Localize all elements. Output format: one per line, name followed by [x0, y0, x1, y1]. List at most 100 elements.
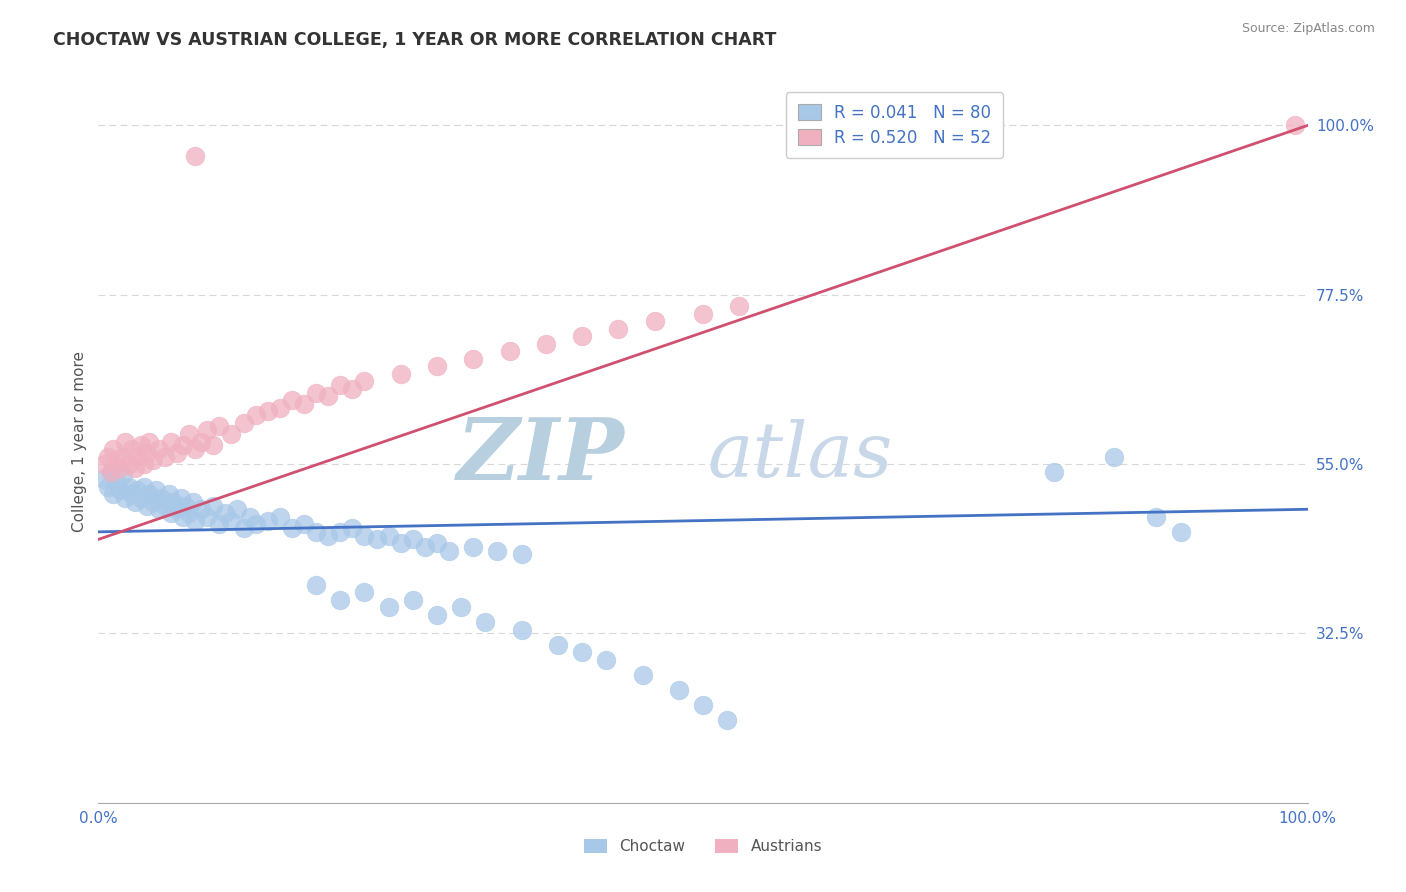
- Point: [510, 548, 533, 562]
- Point: [190, 502, 212, 516]
- Point: [105, 453, 128, 467]
- Point: [1146, 509, 1168, 524]
- Point: [184, 148, 207, 162]
- Point: [160, 434, 183, 449]
- Point: [179, 506, 201, 520]
- Point: [256, 404, 278, 418]
- Point: [474, 615, 496, 630]
- Point: [129, 438, 152, 452]
- Point: [631, 668, 654, 682]
- Point: [142, 453, 165, 467]
- Point: [329, 524, 352, 539]
- Point: [108, 461, 131, 475]
- Point: [607, 321, 630, 335]
- Point: [135, 499, 157, 513]
- Point: [195, 509, 218, 524]
- Point: [160, 506, 183, 520]
- Point: [353, 375, 375, 389]
- Point: [118, 480, 141, 494]
- Point: [353, 528, 375, 542]
- Point: [166, 446, 188, 460]
- Point: [153, 450, 176, 464]
- Point: [181, 494, 204, 508]
- Point: [426, 536, 449, 550]
- Point: [179, 427, 201, 442]
- Point: [114, 491, 136, 505]
- Point: [450, 600, 472, 615]
- Point: [150, 491, 173, 505]
- Point: [305, 577, 328, 591]
- Point: [184, 442, 207, 456]
- Point: [93, 457, 115, 471]
- Y-axis label: College, 1 year or more: College, 1 year or more: [72, 351, 87, 532]
- Point: [100, 465, 122, 479]
- Point: [256, 514, 278, 528]
- Point: [134, 480, 156, 494]
- Point: [728, 299, 751, 313]
- Point: [148, 502, 170, 516]
- Point: [138, 487, 160, 501]
- Point: [121, 442, 143, 456]
- Point: [389, 367, 412, 381]
- Point: [208, 517, 231, 532]
- Point: [221, 514, 243, 528]
- Point: [135, 446, 157, 460]
- Text: ZIP: ZIP: [457, 414, 624, 498]
- Point: [184, 514, 207, 528]
- Point: [1102, 450, 1125, 464]
- Point: [329, 592, 352, 607]
- Point: [100, 465, 122, 479]
- Point: [377, 528, 399, 542]
- Point: [195, 423, 218, 437]
- Point: [134, 457, 156, 471]
- Point: [571, 329, 593, 343]
- Point: [114, 434, 136, 449]
- Point: [292, 397, 315, 411]
- Point: [162, 494, 184, 508]
- Point: [329, 378, 352, 392]
- Point: [353, 585, 375, 599]
- Point: [389, 536, 412, 550]
- Point: [377, 600, 399, 615]
- Point: [111, 450, 134, 464]
- Point: [547, 638, 569, 652]
- Point: [281, 393, 304, 408]
- Point: [169, 491, 191, 505]
- Point: [101, 487, 124, 501]
- Point: [232, 521, 254, 535]
- Point: [97, 480, 120, 494]
- Point: [101, 442, 124, 456]
- Point: [129, 491, 152, 505]
- Point: [148, 442, 170, 456]
- Point: [463, 540, 485, 554]
- Point: [571, 645, 593, 659]
- Point: [105, 475, 128, 490]
- Point: [644, 314, 666, 328]
- Point: [245, 408, 267, 422]
- Point: [426, 607, 449, 622]
- Point: [692, 307, 714, 321]
- Point: [214, 506, 236, 520]
- Point: [226, 502, 249, 516]
- Point: [281, 521, 304, 535]
- Point: [124, 461, 146, 475]
- Point: [413, 540, 436, 554]
- Point: [437, 543, 460, 558]
- Point: [121, 487, 143, 501]
- Point: [342, 382, 364, 396]
- Point: [292, 517, 315, 532]
- Point: [232, 416, 254, 430]
- Point: [202, 438, 225, 452]
- Point: [166, 502, 188, 516]
- Point: [668, 682, 690, 697]
- Point: [111, 468, 134, 483]
- Point: [202, 499, 225, 513]
- Point: [221, 427, 243, 442]
- Point: [498, 344, 520, 359]
- Point: [190, 434, 212, 449]
- Point: [692, 698, 714, 712]
- Point: [1284, 119, 1306, 133]
- Point: [124, 494, 146, 508]
- Point: [97, 450, 120, 464]
- Point: [305, 524, 328, 539]
